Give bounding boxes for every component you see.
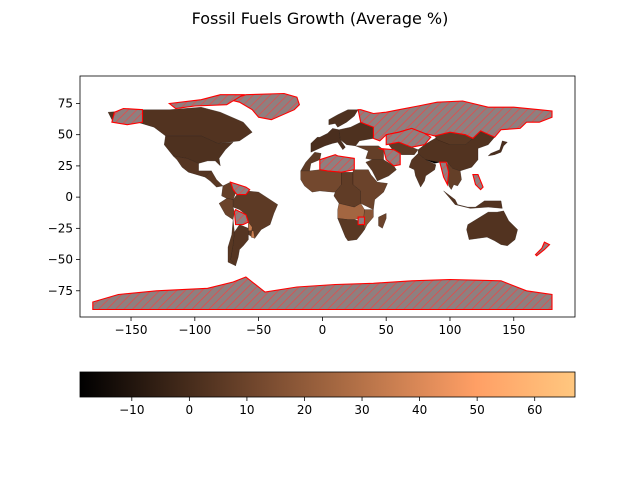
y-tick-label: −50 [48,253,73,267]
missing-region-8 [357,216,366,226]
missing-region-10 [472,174,484,191]
region-indonesia [443,190,503,209]
missing-region-7 [167,94,246,110]
colorbar-tick-label: 40 [412,403,427,417]
colorbar-axis: −10 0 10 20 30 40 50 60 [119,397,542,417]
region-east-africa [352,169,388,210]
region-saudi-arabia [365,159,397,182]
colorbar-tick-label: −10 [119,403,144,417]
region-scandinavia [328,109,359,128]
y-tick-label: 75 [58,96,73,110]
missing-region-4 [385,127,432,148]
missing-region-3 [319,154,355,173]
missing-region-2 [92,276,553,311]
x-tick-label: −100 [178,323,211,337]
y-tick-label: 0 [65,190,73,204]
region-australia [466,210,518,246]
missing-region-0 [227,92,301,121]
region-chile [227,219,236,266]
colorbar-tick-label: 50 [470,403,485,417]
colorbar-tick-label: 60 [527,403,542,417]
colorbar-tick-label: 30 [354,403,369,417]
colorbar-tick-label: 0 [186,403,194,417]
missing-region-6 [229,181,251,196]
region-madagascar [378,213,387,229]
x-tick-label: 100 [439,323,462,337]
x-tick-label: −150 [115,323,148,337]
region-paraguay-uruguay [248,221,255,239]
x-tick-label: 150 [502,323,525,337]
missing-region-13 [111,107,144,126]
missing-region-11 [534,241,551,257]
missing-region-12 [378,147,401,167]
chart-title: Fossil Fuels Growth (Average %) [192,9,449,28]
missing-data-layer [92,92,553,311]
missing-region-5 [233,208,250,226]
region-western-europe [310,128,346,153]
missing-region-1 [357,100,553,142]
missing-region-9 [439,161,450,187]
colorbar [79,371,576,398]
region-eastern-europe [338,122,374,147]
x-tick-label: 0 [319,323,327,337]
region-north-africa-morocco-egypt- [300,152,322,172]
x-tick-label: 50 [379,323,394,337]
region-canada [107,107,253,144]
y-tick-label: 50 [58,128,73,142]
x-axis: −150 −100 −50 0 50 100 150 [115,317,525,337]
land-layer [107,107,518,267]
colorbar-tick-label: 10 [239,403,254,417]
y-tick-label: −75 [48,284,73,298]
x-tick-label: −50 [246,323,271,337]
region-peru [218,198,235,220]
region-india [408,153,437,188]
y-tick-label: −25 [48,221,73,235]
region-japan [487,140,508,157]
y-tick-label: 25 [58,159,73,173]
colorbar-tick-label: 20 [297,403,312,417]
y-axis: 75 50 25 0 −25 −50 −75 [48,96,80,298]
